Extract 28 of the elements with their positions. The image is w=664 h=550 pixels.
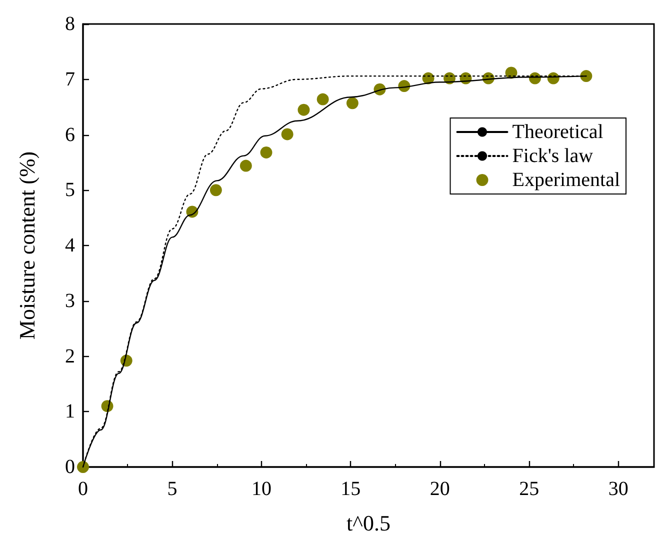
- x-tick-label: 30: [608, 478, 628, 500]
- legend-label: Experimental: [512, 169, 620, 191]
- x-tick-label: 15: [340, 478, 361, 500]
- point: [580, 70, 592, 82]
- y-tick-label: 5: [65, 179, 75, 202]
- y-tick-label: 7: [65, 68, 75, 90]
- y-tick-label: 0: [65, 456, 75, 478]
- point: [346, 97, 358, 110]
- x-tick-label: 10: [251, 478, 272, 500]
- legend-label: Theoretical: [512, 121, 604, 143]
- y-tick-label: 2: [65, 345, 75, 368]
- y-tick-label: 8: [65, 13, 75, 35]
- x-tick-label: 5: [167, 478, 178, 500]
- x-axis-title: t^0.5: [346, 510, 390, 536]
- y-tick-label: 4: [65, 234, 75, 256]
- legend-label: Fick's law: [512, 145, 594, 167]
- y-tick-label: 1: [65, 400, 75, 423]
- y-tick-label: 3: [65, 290, 75, 312]
- x-tick-label: 20: [430, 478, 450, 500]
- y-axis-title: Moisture content (%): [14, 151, 40, 340]
- y-tick-label: 6: [65, 124, 75, 146]
- point: [281, 128, 294, 140]
- point: [316, 93, 329, 106]
- point: [240, 160, 252, 172]
- point: [210, 184, 222, 196]
- point: [298, 104, 310, 116]
- x-tick-label: 25: [519, 478, 540, 500]
- point: [260, 146, 272, 158]
